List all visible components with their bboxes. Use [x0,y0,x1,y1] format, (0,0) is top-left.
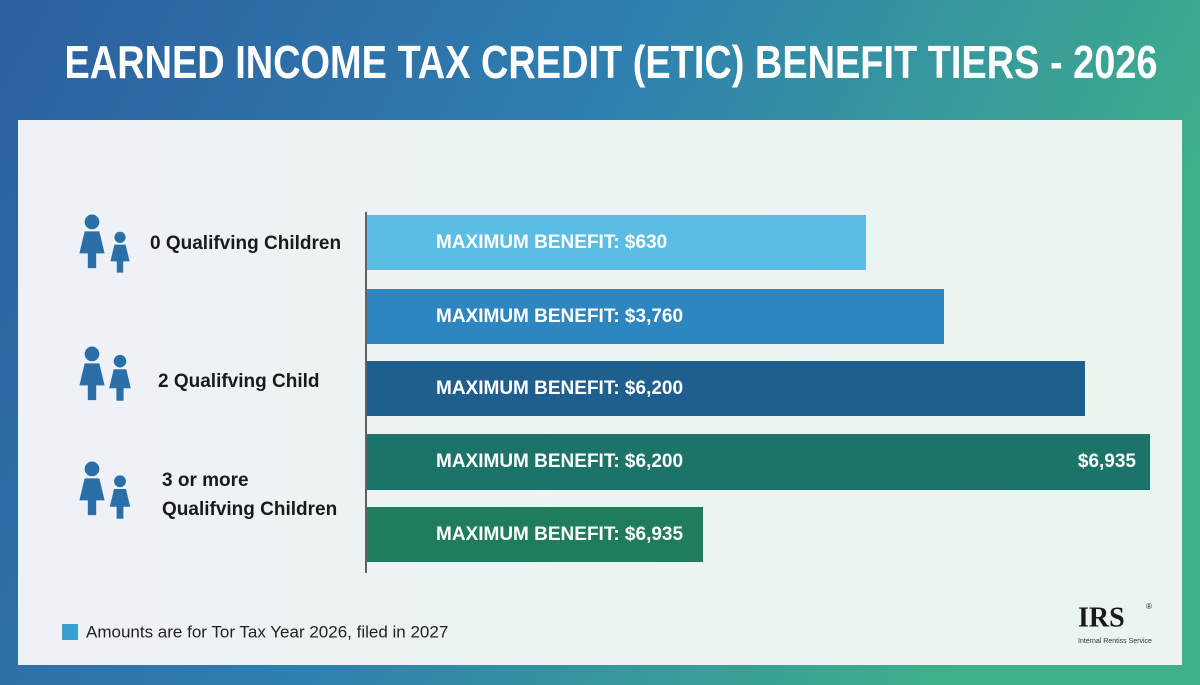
bar [367,507,703,562]
group-label: Qualifving Children [162,499,337,520]
logo-mark: ® [1146,602,1152,611]
bar-label: MAXIMUM BENEFIT: $6,200 [436,451,683,472]
bar-label: MAXIMUM BENEFIT: $630 [436,232,667,253]
logo: IRS [1078,602,1125,633]
bar [367,215,866,270]
footer-note: Amounts are for Tor Tax Year 2026, filed… [86,622,448,641]
logo-subtitle: Internal Rentiss Service [1078,638,1152,645]
group-label: 2 Qualifving Child [158,371,320,392]
group-label: 0 Qualifving Children [150,233,341,254]
bar-label: MAXIMUM BENEFIT: $6,935 [436,524,683,545]
bar-label: MAXIMUM BENEFIT: $3,760 [436,306,683,327]
bar [367,361,1085,416]
title: EARNED INCOME TAX CREDIT (ETIC) BENEFIT … [65,36,1158,88]
bar-end-label: $6,935 [1078,451,1137,472]
bar [367,434,1150,490]
group-label: 3 or more [162,470,249,491]
bar [367,289,944,344]
bar-label: MAXIMUM BENEFIT: $6,200 [436,378,683,399]
legend-swatch [62,624,78,640]
